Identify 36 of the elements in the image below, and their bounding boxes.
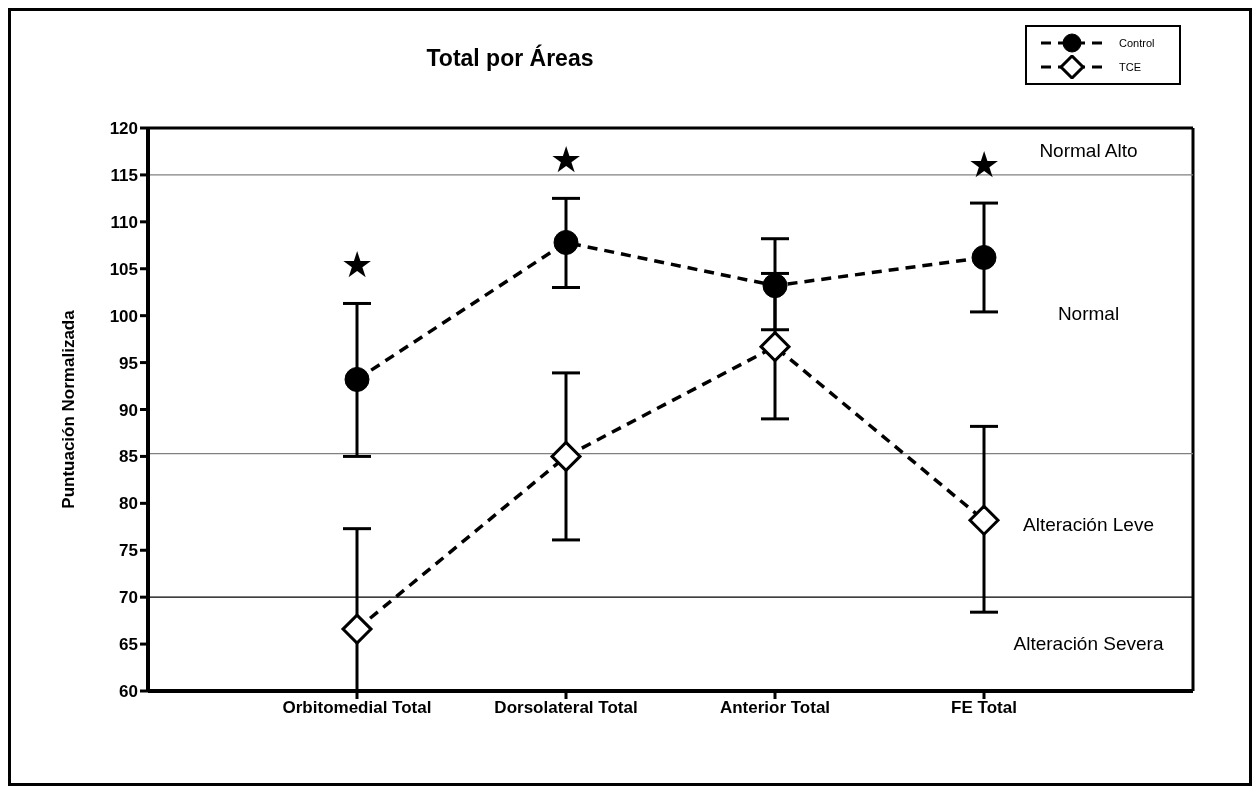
y-tick-label: 80 [119, 494, 138, 514]
annotation: Normal Alto [1039, 140, 1138, 162]
x-tick-label: Orbitomedial Total [282, 698, 432, 718]
point [341, 613, 373, 645]
annotation: Normal [1056, 302, 1121, 327]
y-tick-label: 120 [109, 119, 138, 139]
y-tick-label: 65 [119, 635, 138, 655]
y-tick-label: 110 [110, 212, 138, 232]
point [968, 504, 1000, 536]
y-tick-label: 70 [119, 588, 138, 608]
annotation: ★ [549, 139, 583, 181]
y-tick-label: 115 [110, 165, 138, 185]
point [971, 244, 997, 270]
y-tick-label: 85 [119, 447, 138, 467]
point [553, 229, 579, 255]
y-tick-label: 95 [119, 353, 138, 373]
y-tick-label: 90 [119, 400, 138, 420]
x-tick-label: Anterior Total [719, 698, 831, 718]
annotation: ★ [968, 144, 1000, 186]
point [344, 366, 370, 392]
y-tick-label: 60 [119, 682, 138, 702]
y-tick-label: 100 [109, 306, 138, 326]
point [550, 440, 582, 472]
y-tick-label: 105 [109, 259, 138, 279]
annotation: Alteración Leve [1022, 513, 1155, 538]
point [759, 331, 791, 363]
annotation: Alteración Severa [1012, 632, 1165, 657]
point [762, 273, 788, 299]
x-tick-label: FE Total [951, 698, 1017, 718]
y-tick-label: 75 [119, 541, 138, 561]
x-tick-label: Dorsolateral Total [494, 698, 638, 718]
text: Control [1119, 37, 1156, 49]
text: TCE [1119, 61, 1142, 73]
annotation: ★ [340, 244, 374, 286]
chart-title: Total por Áreas [425, 45, 595, 72]
y-axis-title: Puntuación Normalizada [59, 309, 79, 509]
